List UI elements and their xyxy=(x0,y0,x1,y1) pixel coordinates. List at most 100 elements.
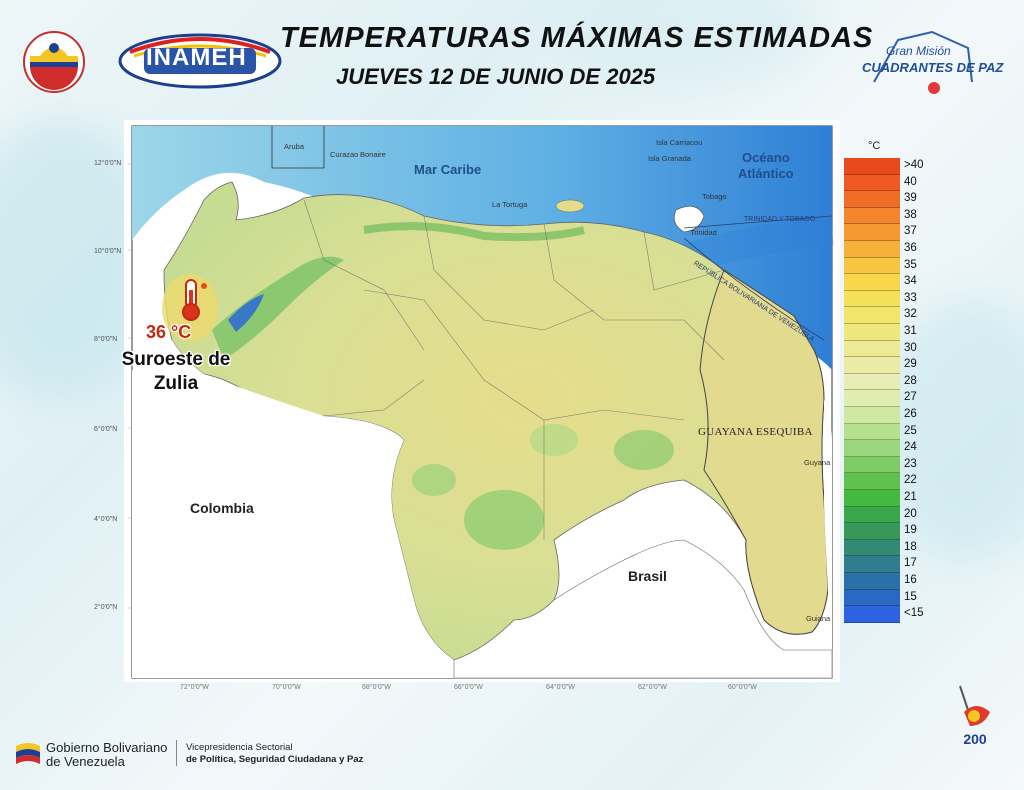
longitude-label: 68°0'0"W xyxy=(362,684,391,691)
page-title: TEMPERATURAS MÁXIMAS ESTIMADAS xyxy=(280,22,874,54)
legend-row: 15 xyxy=(844,589,932,607)
latitude-label: 10°0'0"N xyxy=(94,248,122,255)
legend-label: 21 xyxy=(904,491,917,503)
label-guayana-esequiba: GUAYANA ESEQUIBA xyxy=(698,426,813,438)
footer-divider xyxy=(176,740,177,766)
legend-label: 16 xyxy=(904,574,917,586)
legend-row: 39 xyxy=(844,191,932,208)
legend-swatch xyxy=(844,207,900,225)
legend-row: 30 xyxy=(844,340,932,358)
legend-row: <15 xyxy=(844,606,932,623)
andes-highlands xyxy=(212,256,344,360)
caribbean-sea xyxy=(132,126,832,370)
legend-swatch xyxy=(844,473,900,490)
legend-label: <15 xyxy=(904,607,924,620)
venezuela-seal-logo xyxy=(23,31,85,93)
legend-row: 28 xyxy=(844,373,932,391)
inameh-logo xyxy=(118,33,282,89)
legend-label: 18 xyxy=(904,540,917,553)
temperature-map: Aruba Curazao Bonaire Mar Caribe Océano … xyxy=(124,120,840,682)
vicepresidencia-line2: de Política, Seguridad Ciudadana y Paz xyxy=(186,754,364,765)
legend-label: 29 xyxy=(904,358,917,371)
guayana-esequiba-area xyxy=(699,269,829,635)
legend-swatch xyxy=(844,573,900,590)
label-oceano-line1: Océano xyxy=(741,150,790,165)
legend-swatch xyxy=(844,606,900,623)
legend-swatch xyxy=(844,241,900,258)
legend-label: 15 xyxy=(904,590,917,603)
legend-swatch xyxy=(844,191,900,208)
legend-swatch xyxy=(844,357,900,374)
legend-label: 37 xyxy=(904,225,917,238)
legend-swatch xyxy=(844,174,900,192)
background-splash xyxy=(880,300,1024,560)
legend-label: 36 xyxy=(904,242,917,254)
thermometer-icon xyxy=(182,279,207,321)
temperature-legend: °C >40 40 39 38 37 36 35 34 33 32 31 30 29 28 27 26 25 24… xyxy=(842,140,932,640)
longitude-label: 70°0'0"W xyxy=(272,684,301,691)
label-aruba: Aruba xyxy=(284,142,305,151)
longitude-label: 62°0'0"W xyxy=(638,684,667,691)
highlight-temperature: 36 °C xyxy=(146,322,192,342)
legend-row: 38 xyxy=(844,207,932,225)
longitude-label: 60°0'0"W xyxy=(728,684,757,691)
legend-row: 40 xyxy=(844,174,932,192)
legend-swatch xyxy=(844,224,900,241)
legend-label: 27 xyxy=(904,391,917,404)
label-granada: Isla Granada xyxy=(648,154,691,163)
legend-row: 26 xyxy=(844,407,932,424)
latitude-label: 6°0'0"N xyxy=(94,426,118,433)
legend-swatch xyxy=(844,290,900,308)
latitude-label: 4°0'0"N xyxy=(94,516,118,523)
legend-label: 32 xyxy=(904,308,917,321)
label-la-tortuga: La Tortuga xyxy=(492,200,528,209)
inameh-logo-text: INAMEH xyxy=(146,44,247,71)
label-mar-caribe: Mar Caribe xyxy=(414,162,482,177)
latitude-label: 2°0'0"N xyxy=(94,604,118,611)
legend-label: 17 xyxy=(904,557,917,570)
highlight-place-line1: Suroeste de xyxy=(121,349,231,370)
legend-label: >40 xyxy=(904,159,924,171)
vicepresidencia-line1: Vicepresidencia Sectorial xyxy=(186,742,293,753)
label-carriacou: Isla Carriacou xyxy=(656,138,703,147)
gran-mision-line2: CUADRANTES DE PAZ xyxy=(862,60,1004,75)
legend-row: 29 xyxy=(844,357,932,374)
legend-row: 27 xyxy=(844,390,932,407)
andes-peak xyxy=(228,294,264,332)
gran-mision-logo: Gran Misión CUADRANTES DE PAZ xyxy=(858,22,1003,102)
legend-row: 31 xyxy=(844,324,932,341)
legend-row: 19 xyxy=(844,523,932,540)
legend-row: >40 xyxy=(844,158,932,175)
legend-row: 18 xyxy=(844,539,932,557)
gran-mision-line1: Gran Misión xyxy=(886,44,951,58)
legend-swatch xyxy=(844,423,900,441)
legend-row: 17 xyxy=(844,556,932,573)
legend-label: 20 xyxy=(904,507,917,520)
legend-label: 22 xyxy=(904,474,917,487)
legend-swatch xyxy=(844,539,900,557)
label-brasil: Brasil xyxy=(628,568,667,584)
legend-label: 28 xyxy=(904,374,917,387)
legend-swatch xyxy=(844,523,900,540)
label-guyana: Guyana xyxy=(804,458,831,467)
legend-label: 30 xyxy=(904,341,917,354)
legend-swatch xyxy=(844,274,900,291)
legend-swatch xyxy=(844,340,900,358)
longitude-label: 66°0'0"W xyxy=(454,684,483,691)
margarita-island xyxy=(555,199,585,213)
label-bonaire: Bonaire xyxy=(360,150,386,159)
legend-swatch xyxy=(844,390,900,407)
legend-row: 20 xyxy=(844,506,932,524)
map-svg xyxy=(128,125,834,679)
svg-text:200: 200 xyxy=(963,731,987,747)
legend-label: 26 xyxy=(904,408,917,420)
legend-row: 37 xyxy=(844,224,932,241)
legend-swatch xyxy=(844,307,900,324)
legend-row: 33 xyxy=(844,290,932,308)
legend-row: 22 xyxy=(844,473,932,490)
legend-label: 23 xyxy=(904,457,917,470)
legend-row: 36 xyxy=(844,241,932,258)
legend-swatch xyxy=(844,440,900,457)
legend-row: 35 xyxy=(844,257,932,275)
legend-label: 33 xyxy=(904,291,917,304)
